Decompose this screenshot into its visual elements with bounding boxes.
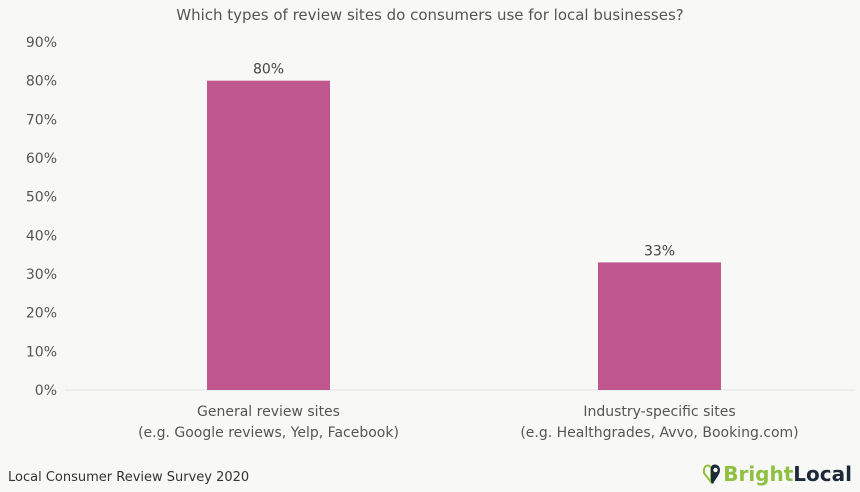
- y-tick-label: 20%: [26, 306, 57, 322]
- logo-text-bright: Bright: [723, 462, 794, 486]
- y-tick-label: 40%: [26, 228, 57, 244]
- y-tick-label: 90%: [26, 35, 57, 51]
- y-tick-label: 60%: [26, 151, 57, 167]
- y-tick-label: 70%: [26, 112, 57, 128]
- x-category-label: General review sites: [197, 404, 340, 420]
- y-tick-label: 0%: [35, 383, 57, 399]
- data-label: 33%: [644, 243, 675, 259]
- bar: [207, 80, 330, 391]
- x-category-label: (e.g. Healthgrades, Avvo, Booking.com): [520, 425, 798, 441]
- y-tick-label: 30%: [26, 267, 57, 283]
- source-caption: Local Consumer Review Survey 2020: [8, 470, 250, 485]
- brightlocal-logo: Bright Local: [701, 462, 852, 486]
- y-tick-label: 80%: [26, 74, 57, 90]
- x-category-label: (e.g. Google reviews, Yelp, Facebook): [138, 425, 399, 441]
- y-tick-label: 50%: [26, 190, 57, 206]
- data-label: 80%: [253, 62, 284, 78]
- map-pin-heart-icon: [703, 464, 721, 485]
- bar: [598, 262, 721, 390]
- chart-title: Which types of review sites do consumers…: [176, 6, 684, 24]
- y-tick-label: 10%: [26, 344, 57, 360]
- logo-text-local: Local: [793, 462, 852, 486]
- x-category-label: Industry-specific sites: [583, 404, 735, 420]
